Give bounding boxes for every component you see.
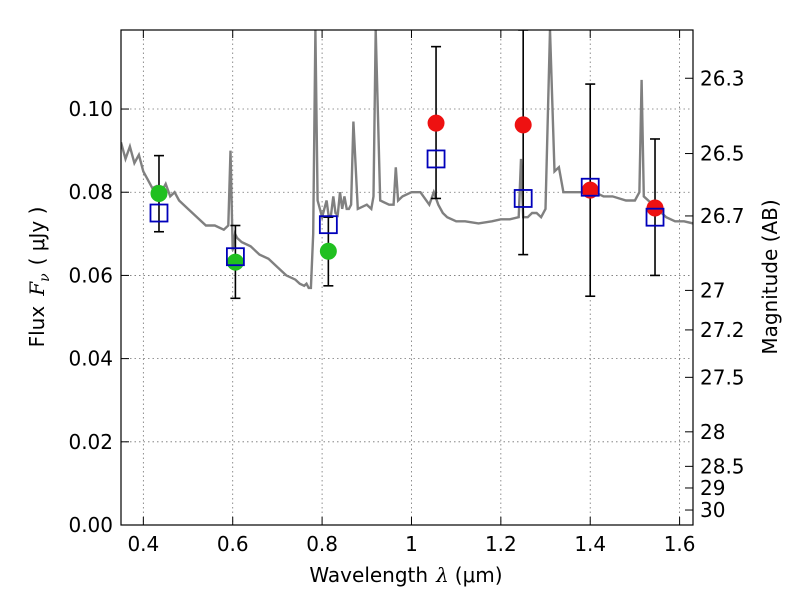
x-tick-label: 1.4	[574, 532, 606, 556]
data-point-circle	[514, 116, 532, 134]
x-axis-label: Wavelength λ (μm)	[309, 563, 502, 587]
data-point-square	[645, 207, 665, 227]
data-point-square	[225, 247, 245, 267]
axis-ticks: 0.4 0.6 0.8 1 1.2 1.4 1.6 0.00 0.02 0.04 0.06 0.08 0…	[68, 30, 745, 556]
y-tick-label: 0.06	[68, 263, 113, 287]
x-tick-label: 1.6	[664, 532, 696, 556]
plot-area	[121, 30, 693, 300]
y2-tick-label: 29	[700, 476, 725, 500]
y2-tick-label: 27	[700, 278, 725, 302]
y2-tick-label: 26.7	[700, 204, 745, 228]
data-point-square	[513, 189, 533, 208]
x-tick-label: 0.6	[217, 532, 249, 556]
data-point-circle	[427, 114, 445, 132]
data-markers	[149, 114, 665, 271]
y2-tick-label: 27.5	[700, 365, 745, 389]
model-spectrum-line	[121, 30, 693, 290]
y2-tick-label: 27.2	[700, 318, 745, 342]
data-point-square	[149, 203, 169, 223]
y2-tick-label: 30	[700, 498, 725, 522]
y2-tick-label: 28.5	[700, 454, 745, 478]
x-tick-label: 0.4	[127, 532, 159, 556]
y2-tick-label: 26.3	[700, 66, 745, 90]
y2-tick-label: 26.5	[700, 142, 745, 166]
y-tick-label: 0.04	[68, 347, 113, 371]
grid-lines	[121, 30, 693, 526]
data-point-circle	[226, 253, 244, 271]
y-tick-label: 0.02	[68, 430, 113, 454]
y-tick-label: 0.00	[68, 513, 113, 537]
y2-axis-label: Magnitude (AB)	[758, 199, 782, 354]
data-point-circle	[150, 184, 168, 202]
x-tick-label: 1.2	[485, 532, 517, 556]
x-tick-label: 0.8	[306, 532, 338, 556]
data-point-square	[580, 177, 600, 197]
y-tick-label: 0.10	[68, 97, 113, 121]
y-axis-label: FluxFν( μJy )	[25, 207, 53, 348]
data-point-square	[318, 215, 338, 235]
y-tick-label: 0.08	[68, 180, 113, 204]
y2-tick-label: 28	[700, 420, 725, 444]
x-tick-label: 1	[405, 532, 418, 556]
data-point-circle	[319, 242, 337, 260]
plot-frame	[120, 29, 694, 526]
data-point-square	[426, 149, 446, 169]
